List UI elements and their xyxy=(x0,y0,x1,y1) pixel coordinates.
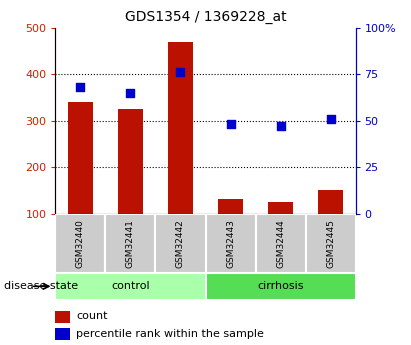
Bar xyxy=(55,273,206,300)
Bar xyxy=(55,214,106,273)
Text: count: count xyxy=(76,312,108,321)
Bar xyxy=(218,199,243,214)
Text: GSM32442: GSM32442 xyxy=(176,219,185,268)
Bar xyxy=(155,214,206,273)
Bar xyxy=(68,102,93,214)
Bar xyxy=(206,273,356,300)
Point xyxy=(327,116,334,122)
Text: GSM32440: GSM32440 xyxy=(76,219,85,268)
Text: GDS1354 / 1369228_at: GDS1354 / 1369228_at xyxy=(125,10,286,24)
Bar xyxy=(168,41,193,214)
Point xyxy=(277,124,284,129)
Bar xyxy=(305,214,356,273)
Text: percentile rank within the sample: percentile rank within the sample xyxy=(76,329,264,339)
Text: GSM32443: GSM32443 xyxy=(226,219,235,268)
Text: disease state: disease state xyxy=(4,282,78,291)
Bar xyxy=(55,310,71,323)
Point xyxy=(177,70,184,75)
Bar xyxy=(268,202,293,214)
Bar xyxy=(118,109,143,214)
Point xyxy=(77,85,84,90)
Text: GSM32444: GSM32444 xyxy=(276,219,285,268)
Text: cirrhosis: cirrhosis xyxy=(257,282,304,291)
Point xyxy=(127,90,134,96)
Bar xyxy=(55,328,71,340)
Bar xyxy=(318,190,343,214)
Bar xyxy=(256,214,305,273)
Text: GSM32445: GSM32445 xyxy=(326,219,335,268)
Text: control: control xyxy=(111,282,150,291)
Bar xyxy=(206,214,256,273)
Text: GSM32441: GSM32441 xyxy=(126,219,135,268)
Bar xyxy=(106,214,155,273)
Point xyxy=(227,122,234,127)
